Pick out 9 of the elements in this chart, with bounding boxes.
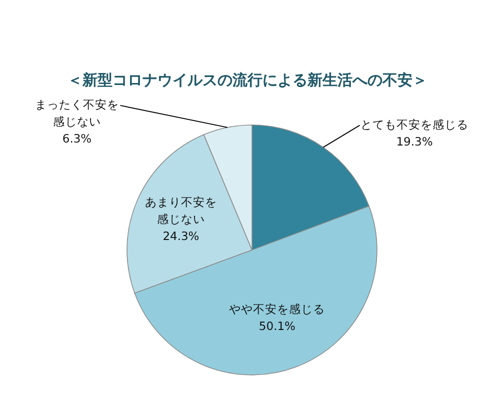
data-label: 6.3% [62, 131, 92, 146]
data-label: 24.3% [162, 229, 200, 243]
slice-label: やや不安を感じる [229, 302, 326, 316]
chart-title: ＜新型コロナウイルスの流行による新生活への不安＞ [68, 71, 428, 89]
slice-label: まったく不安を感じない [35, 97, 119, 128]
slice-label: あまり不安を感じない [144, 195, 217, 226]
data-label: 50.1% [258, 318, 296, 333]
slice-label: とても不安を感じる [360, 117, 468, 132]
data-label: 19.3% [396, 134, 433, 148]
